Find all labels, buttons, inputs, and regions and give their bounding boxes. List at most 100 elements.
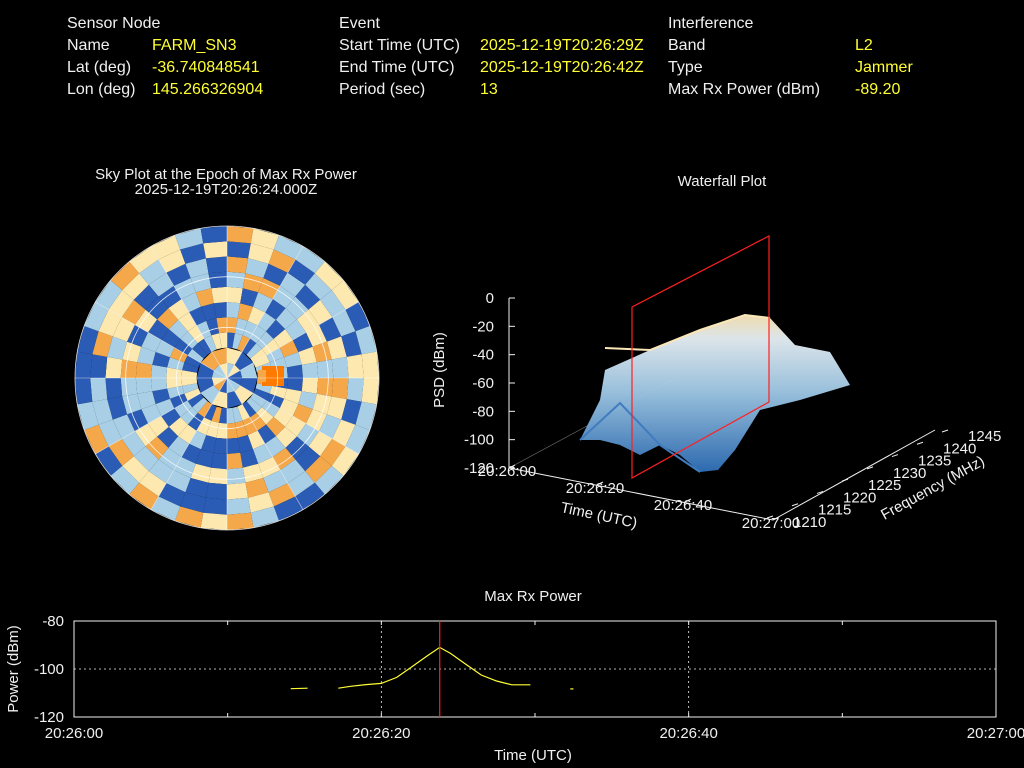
skyplot-cell — [237, 404, 250, 421]
skyplot-azimuth-line — [150, 377, 228, 510]
waterfall-time-tick-label: 20:26:20 — [566, 480, 624, 497]
skyplot-cell — [211, 452, 227, 470]
waterfall-freq-axis — [772, 429, 936, 521]
skyplot-cell — [185, 258, 209, 278]
skyplot-cell — [314, 465, 344, 495]
skyplot-cell — [227, 364, 241, 378]
skyplot-cell — [203, 497, 227, 515]
skyplot-cell — [108, 438, 134, 466]
waterfall-freq-tick — [841, 478, 849, 482]
skyplot-cell — [168, 299, 189, 320]
skyplot-cell — [249, 325, 267, 344]
skyplot-cell — [155, 398, 175, 416]
power-chart-y-tick-label: -120 — [34, 709, 64, 726]
skyplot-cell — [227, 271, 246, 289]
skyplot-cell — [75, 378, 93, 405]
skyplot-cell — [234, 420, 248, 438]
skyplot-grid — [74, 225, 380, 531]
skyplot-cell — [279, 340, 299, 358]
event-period-label: Period (sec) — [339, 81, 426, 98]
skyplot-cell — [227, 422, 238, 439]
skyplot-cell — [213, 302, 227, 319]
skyplot-cell — [213, 437, 227, 454]
skyplot-cell — [110, 261, 140, 291]
skyplot-cell — [242, 320, 258, 339]
skyplot-cell — [75, 351, 93, 378]
power-chart-x-ticks: 20:26:00 20:26:20 20:26:40 20:27:00 — [45, 621, 1024, 742]
skyplot-cell — [237, 335, 250, 352]
skyplot-cell — [137, 346, 156, 365]
skyplot-cell — [314, 261, 344, 291]
skyplot-cell — [332, 419, 356, 447]
skyplot-cell — [247, 306, 265, 326]
skyplot-cell — [98, 309, 122, 337]
skyplot-cell — [234, 318, 248, 336]
skyplot-cell — [196, 320, 212, 339]
skyplot-title: Sky Plot at the Epoch of Max Rx Power — [95, 166, 357, 183]
skyplot-cell — [205, 482, 227, 500]
skyplot-cell — [122, 393, 142, 415]
skyplot-cell — [316, 378, 334, 397]
skyplot-cell — [204, 404, 217, 421]
skyplot-cell — [253, 388, 270, 401]
waterfall-freq-tick-label: 1245 — [968, 428, 1001, 445]
skyplot-cell — [148, 459, 174, 484]
skyplot-cell — [227, 347, 243, 365]
waterfall-time-tick-label: 20:26:40 — [654, 497, 712, 514]
skyplot-cell — [227, 226, 254, 244]
power-chart-x-tick-label: 20:26:00 — [45, 725, 103, 742]
skyplot-cell — [168, 417, 188, 437]
skyplot-cell — [263, 470, 288, 493]
power-chart-grid — [74, 621, 996, 717]
skyplot-cell — [242, 273, 264, 293]
waterfall-freq-tick — [941, 429, 949, 433]
sensor-lat-label: Lat (deg) — [67, 59, 132, 76]
skyplot-cell — [121, 299, 146, 325]
skyplot-cell — [345, 302, 370, 332]
skyplot-cell — [257, 312, 276, 332]
skyplot-cell — [148, 272, 174, 297]
waterfall-freq-tick-label: 1230 — [893, 465, 926, 482]
skyplot-cell — [180, 331, 198, 349]
skyplot-cell — [166, 470, 191, 493]
skyplot-cell — [151, 235, 181, 260]
waterfall-surface-ridge — [604, 313, 771, 352]
skyplot-cell — [361, 351, 379, 378]
skyplot-cell — [152, 352, 170, 368]
skyplot-cell — [201, 435, 217, 453]
skyplot-cell — [135, 378, 153, 394]
skyplot-cell — [246, 343, 262, 359]
skyplot-cell — [285, 416, 306, 437]
waterfall-freq-tick-label: 1210 — [793, 514, 826, 531]
power-chart-y-tick-label: -100 — [34, 661, 64, 678]
skyplot-cell — [158, 285, 182, 309]
waterfall-time-tick — [596, 481, 604, 486]
skyplot-cell — [266, 347, 285, 363]
skyplot-cell — [227, 241, 251, 259]
skyplot-cell — [77, 401, 99, 430]
skyplot-cell — [256, 331, 274, 349]
skyplot-cell — [182, 362, 199, 373]
waterfall-freq-tick — [866, 466, 874, 470]
skyplot-cell — [308, 431, 333, 457]
skyplot-cell — [284, 388, 302, 404]
interference-power-value: -89.20 — [855, 81, 901, 98]
skyplot-cell — [273, 408, 293, 427]
skyplot-cell — [245, 258, 269, 278]
skyplot-cell — [95, 446, 123, 476]
skyplot-cell — [84, 424, 109, 454]
skyplot-cell — [187, 393, 204, 408]
skyplot-cell — [206, 420, 220, 438]
skyplot-cell — [295, 446, 321, 472]
waterfall-z-tick-label: -40 — [472, 347, 494, 364]
skyplot-cell — [331, 446, 359, 476]
skyplot-cell — [273, 496, 303, 521]
skyplot-cell — [166, 263, 191, 286]
skyplot-cell — [190, 273, 212, 293]
skyplot-cell — [301, 362, 319, 378]
skyplot-cell — [129, 246, 159, 274]
waterfall-z-label: PSD (dBm) — [431, 332, 448, 408]
